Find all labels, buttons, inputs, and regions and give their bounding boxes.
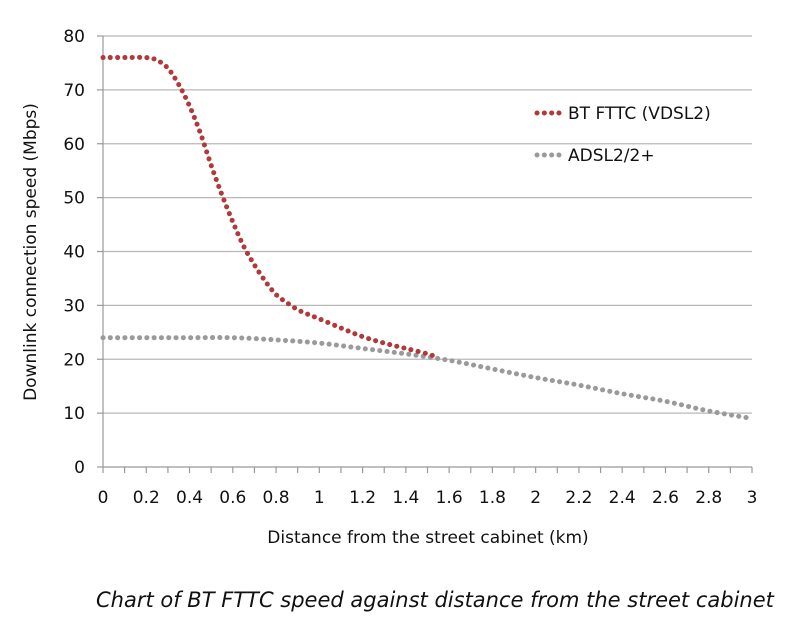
x-tick-label: 1.4: [392, 488, 419, 508]
y-tick-label: 30: [63, 296, 85, 316]
data-series: [100, 54, 755, 422]
series-line-bt-fttc-vdsl2: [100, 54, 441, 361]
legend-label: BT FTTC (VDSL2): [568, 104, 711, 124]
legend-label: ADSL2/2+: [568, 146, 655, 166]
x-tick-label: 2.4: [609, 488, 636, 508]
y-tick-label: 70: [63, 81, 85, 101]
x-tick-label: 1.2: [349, 488, 376, 508]
x-tick-label: 2: [530, 488, 541, 508]
x-tick-label: 0.4: [176, 488, 203, 508]
x-tick-label: 0.6: [219, 488, 246, 508]
axes: 0 10 20 30 40 50 60 70 80 0 0.2 0.4 0.6 0.8 1 1.2 1.4 1.6…: [63, 27, 757, 508]
gridlines: [103, 35, 752, 414]
y-tick-label: 40: [63, 243, 85, 263]
y-tick-label: 0: [74, 458, 85, 478]
x-tick-label: 1: [314, 488, 325, 508]
legend: BT FTTC (VDSL2) ADSL2/2+: [534, 104, 711, 166]
speed-distance-chart: 0 10 20 30 40 50 60 70 80 0 0.2 0.4 0.6 0.8 1 1.2 1.4 1.6…: [21, 27, 757, 548]
x-tick-label: 1.6: [436, 488, 463, 508]
y-tick-label: 50: [63, 189, 85, 209]
y-tick-label: 20: [63, 350, 85, 370]
y-tick-label: 60: [63, 135, 85, 155]
x-tick-label: 2.8: [695, 488, 722, 508]
x-tick-label: 2.2: [565, 488, 592, 508]
x-tick-label: 2.6: [652, 488, 679, 508]
y-axis-title: Downlink connection speed (Mbps): [21, 103, 41, 401]
figure-caption: Chart of BT FTTC speed against distance …: [96, 588, 774, 612]
x-tick-label: 0.8: [263, 488, 290, 508]
x-tick-label: 0.2: [133, 488, 160, 508]
series-line-adsl2-2: [100, 335, 755, 422]
y-tick-label: 10: [63, 404, 85, 424]
x-tick-label: 0: [98, 488, 109, 508]
x-tick-label: 1.8: [479, 488, 506, 508]
x-tick-label: 3: [747, 488, 758, 508]
y-tick-label: 80: [63, 27, 85, 47]
x-axis-title: Distance from the street cabinet (km): [267, 528, 588, 548]
